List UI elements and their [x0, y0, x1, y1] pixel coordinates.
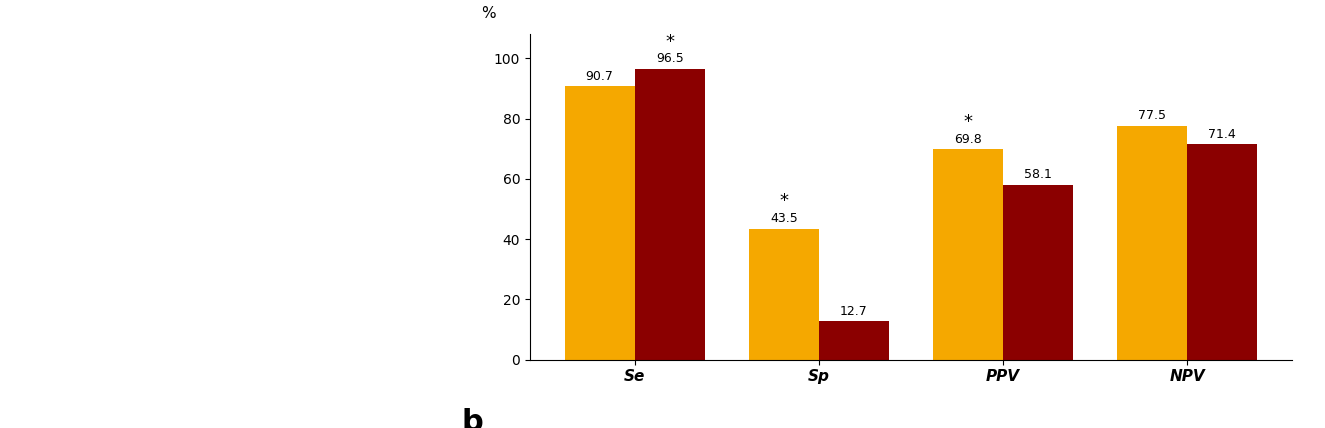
Bar: [1187, 145, 1257, 360]
Text: *: *: [963, 113, 973, 131]
Bar: [1003, 184, 1073, 360]
Bar: [635, 69, 705, 360]
Legend: fASL, BOLD fMRI: fASL, BOLD fMRI: [819, 425, 1003, 428]
Bar: [933, 149, 1003, 360]
Text: 43.5: 43.5: [770, 212, 798, 225]
Bar: [819, 321, 889, 360]
Text: 58.1: 58.1: [1024, 168, 1052, 181]
Text: 77.5: 77.5: [1138, 110, 1166, 122]
Text: *: *: [665, 33, 674, 51]
Text: 71.4: 71.4: [1208, 128, 1236, 141]
Bar: [1117, 126, 1187, 360]
Bar: [749, 229, 819, 360]
Text: 12.7: 12.7: [840, 305, 868, 318]
Text: 96.5: 96.5: [656, 52, 684, 65]
Text: 69.8: 69.8: [954, 133, 982, 146]
Text: 90.7: 90.7: [586, 70, 613, 83]
Bar: [564, 86, 635, 360]
Text: b: b: [461, 408, 484, 428]
Text: *: *: [779, 193, 788, 211]
Text: %: %: [481, 6, 496, 21]
